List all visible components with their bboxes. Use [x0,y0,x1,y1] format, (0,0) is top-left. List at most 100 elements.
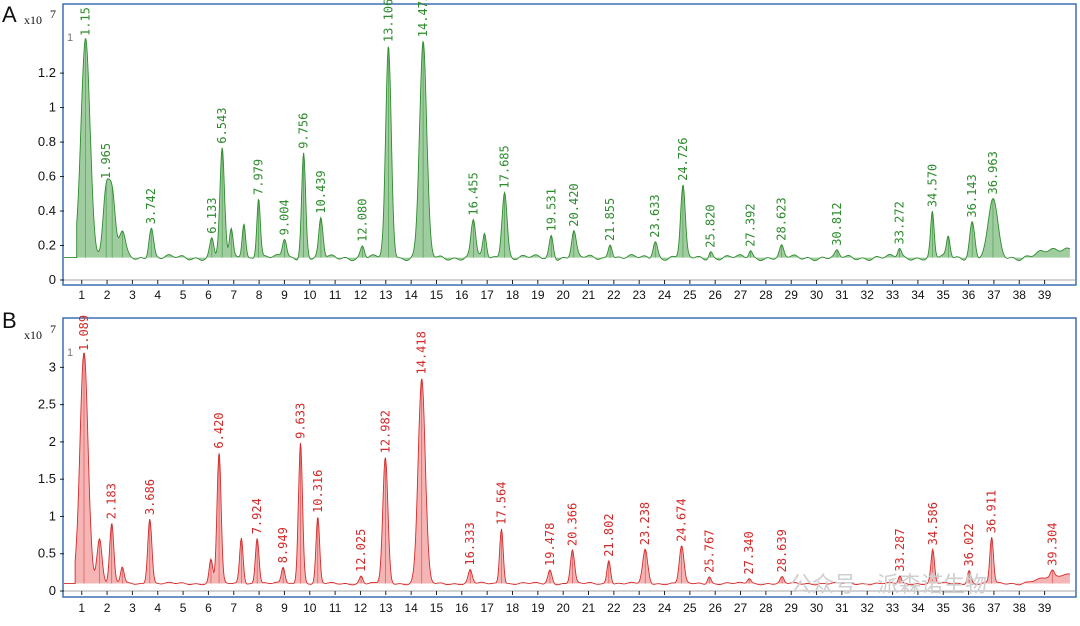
panel-b-signal-line [64,352,1070,586]
panel-b-x-tick-label: 18 [506,601,520,615]
panel-a-x-tick-label: 10 [303,288,317,302]
panel-a-y-tick-label: 0.2 [38,238,56,253]
panel-a-x-tick-label: 11 [329,288,342,302]
panel-a-peak-label: 34.570 [925,164,939,207]
panel-a-peak-label: 21.855 [603,198,617,241]
panel-a-x-tick-label: 18 [506,288,520,302]
panel-a-peak-labels: 1.15 1.965 3.742 6.133 6.543 7.979 9.004 9.756 1… [79,0,1001,248]
panel-b-peak-label: 3.686 [143,479,157,515]
panel-a-x-tick-label: 3 [129,288,136,302]
panel-a-x-tick-label: 1 [78,288,85,302]
panel-b-x-tick-label: 32 [861,601,875,615]
panel-b-x-tick-label: 3 [129,601,136,615]
panel-a-x-tick-label: 13 [379,288,393,302]
panel-a-peak-label: 23.633 [648,194,662,237]
panel-a-plot [64,38,1071,262]
panel-a-x-tick-label: 2 [104,288,111,302]
panel-b-x-tick-label: 30 [810,601,824,615]
panel-b-peak-label: 28.639 [775,529,789,572]
panel-a-peak-label: 24.726 [676,138,690,181]
panel-a-peak-label: 20.420 [567,183,581,226]
panel-b-peak-label: 36.911 [985,490,999,533]
panel-a-peak-label: 27.392 [744,203,758,246]
panel-a-peak-label: 10.439 [314,170,328,213]
panel-b-x-tick-label: 14 [404,601,418,615]
panel-a-x-tick-label: 37 [987,288,1001,302]
panel-a-peak-label: 3.742 [144,188,158,224]
panel-b-scale-exp: 7 [50,322,56,336]
panel-b-peak-label: 36.022 [962,523,976,566]
panel-a-y-axis: 0 0.2 0.4 0.6 0.8 1 1.2 [38,65,64,287]
panel-b-x-tick-label: 21 [582,601,596,615]
panel-a-peak-label: 36.963 [986,151,1000,194]
panel-b-peak-label: 34.586 [926,502,940,545]
panel-b-x-tick-label: 2 [104,601,111,615]
panel-b-x-tick-label: 35 [937,601,951,615]
panel-a-peak-label: 9.004 [278,199,292,235]
panel-b-x-tick-label: 38 [1013,601,1027,615]
panel-a-peak-label: 12.080 [356,199,370,242]
panel-b-peak-label: 19.478 [543,523,557,566]
panel-b-x-tick-label: 1 [78,601,85,615]
panel-b-x-tick-label: 9 [281,601,288,615]
panel-a-scale-exp: 7 [50,7,56,21]
panel-b-y-tick-label: 2.5 [38,397,56,412]
panel-b-peak-label: 16.333 [463,522,477,565]
panel-b-peak-label: 12.025 [354,529,368,572]
panel-a-x-tick-label: 22 [607,288,621,302]
panel-b-x-tick-label: 8 [256,601,263,615]
panel-b-peak-label: 33.287 [893,528,907,571]
panel-b-x-tick-label: 37 [987,601,1001,615]
panel-b-frame [62,317,1077,598]
panel-a-peak-label: 1.965 [99,143,113,179]
panel-b-x-tick-label: 17 [480,601,494,615]
panel-a-x-tick-label: 36 [962,288,976,302]
panel-a-peak-label: 25.820 [704,204,718,247]
panel-a-x-tick-label: 21 [582,288,596,302]
panel-b-y-tick-label: 1 [49,508,56,523]
panel-a-x-tick-label: 34 [911,288,925,302]
panel-b-peak-label: 2.183 [105,483,119,519]
panel-a-peak-label: 7.979 [252,159,266,195]
panel-b-x-tick-label: 7 [230,601,237,615]
panel-a-peak-label: 19.531 [544,188,558,231]
panel-a-peak-label: 14.473 [416,0,430,37]
panel-a-corner-label: 1 [67,32,73,44]
panel-a-y-tick-label: 0.4 [38,203,56,218]
panel-a-x-tick-label: 25 [683,288,697,302]
panel-a-x-tick-label: 33 [886,288,900,302]
panel-b-y-axis: 0 0.5 1 1.5 2 2.5 3 [38,359,64,598]
panel-b-peak-label: 27.340 [742,531,756,574]
panel-b-x-tick-label: 34 [911,601,925,615]
panel-a-y-tick-label: 1.2 [38,65,56,80]
panel-a-x-tick-label: 16 [455,288,469,302]
panel-a-x-tick-label: 24 [658,288,672,302]
panel-b-x-tick-label: 28 [759,601,773,615]
panel-a-x-tick-label: 39 [1038,288,1052,302]
panel-b-peak-label: 7.924 [250,498,264,534]
panel-a-x-tick-label: 23 [633,288,647,302]
panel-b-x-axis: 1 2 3 4 5 6 7 8 9 10 11 12 13 14 15 16 17 18 19 20 21 22 23 24 2… [64,590,1075,615]
panel-a-x-tick-label: 26 [709,288,723,302]
panel-a-peak-label: 1.15 [79,7,93,36]
panel-b-y-tick-label: 3 [49,359,56,374]
panel-a-x-tick-label: 38 [1013,288,1027,302]
panel-b-peak-label: 25.767 [702,530,716,573]
panel-a-x-tick-label: 27 [734,288,748,302]
panel-a-scale: x10 [24,13,42,27]
panel-a-x-tick-label: 8 [256,288,263,302]
panel-a-x-tick-label: 15 [430,288,444,302]
panel-b-peak-label: 1.089 [77,315,91,351]
panel-a-letter: A [2,2,17,27]
panel-b-x-tick-label: 39 [1038,601,1052,615]
panel-b-letter: B [2,308,17,333]
panel-b: B x10 7 1 00.511.522.53 1 2 3 4 5 6 7 8 9 10 11 12 1… [2,308,1077,615]
panel-a: A x10 7 1 00.20.40.60.811.2 1 2 3 4 5 6 7 8 9 10 1… [2,0,1077,302]
panel-a-peak-label: 9.756 [297,113,311,149]
panel-b-x-tick-label: 13 [379,601,393,615]
panel-a-x-tick-label: 19 [531,288,545,302]
panel-b-plot [64,352,1070,586]
panel-b-x-tick-label: 10 [303,601,317,615]
panel-b-x-tick-label: 19 [531,601,545,615]
panel-b-peak-label: 23.238 [638,502,652,545]
